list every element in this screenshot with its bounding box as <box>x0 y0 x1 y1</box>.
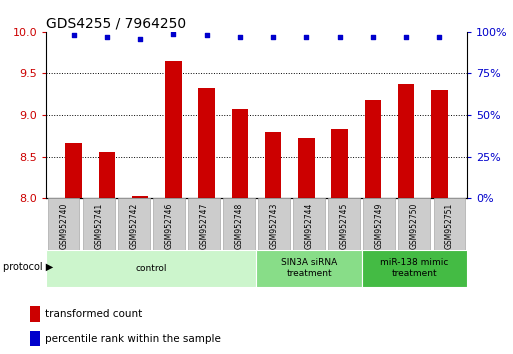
FancyBboxPatch shape <box>118 198 150 250</box>
Point <box>69 32 77 38</box>
Bar <box>398 84 415 198</box>
Bar <box>30 331 41 347</box>
Text: GSM952746: GSM952746 <box>164 202 173 249</box>
Text: GDS4255 / 7964250: GDS4255 / 7964250 <box>46 17 186 31</box>
Bar <box>231 109 248 198</box>
FancyBboxPatch shape <box>363 198 395 250</box>
Point <box>269 34 277 40</box>
FancyBboxPatch shape <box>256 250 362 287</box>
Point <box>436 34 444 40</box>
Bar <box>30 306 41 322</box>
FancyBboxPatch shape <box>48 198 80 250</box>
Text: transformed count: transformed count <box>45 309 142 319</box>
FancyBboxPatch shape <box>153 198 185 250</box>
Point <box>136 36 144 41</box>
Bar <box>132 196 148 198</box>
Bar <box>431 90 448 198</box>
Text: miR-138 mimic
treatment: miR-138 mimic treatment <box>380 258 448 278</box>
Text: protocol ▶: protocol ▶ <box>3 262 53 272</box>
FancyBboxPatch shape <box>223 198 255 250</box>
Bar <box>65 143 82 198</box>
FancyBboxPatch shape <box>399 198 430 250</box>
Text: percentile rank within the sample: percentile rank within the sample <box>45 333 221 344</box>
FancyBboxPatch shape <box>362 250 467 287</box>
Bar <box>199 87 215 198</box>
Bar <box>331 129 348 198</box>
Point <box>302 34 310 40</box>
FancyBboxPatch shape <box>328 198 360 250</box>
Point <box>103 34 111 40</box>
Point <box>203 32 211 38</box>
Text: GSM952750: GSM952750 <box>410 202 419 249</box>
FancyBboxPatch shape <box>293 198 325 250</box>
Point <box>402 34 410 40</box>
FancyBboxPatch shape <box>83 198 114 250</box>
Text: GSM952741: GSM952741 <box>94 202 103 249</box>
Text: control: control <box>135 264 167 273</box>
Point <box>336 34 344 40</box>
Bar <box>165 61 182 198</box>
Text: GSM952747: GSM952747 <box>200 202 208 249</box>
FancyBboxPatch shape <box>46 250 256 287</box>
FancyBboxPatch shape <box>188 198 220 250</box>
Point <box>169 31 177 36</box>
Bar <box>265 132 282 198</box>
Text: GSM952742: GSM952742 <box>129 202 139 249</box>
Point <box>369 34 377 40</box>
Text: GSM952740: GSM952740 <box>59 202 68 249</box>
Text: GSM952744: GSM952744 <box>305 202 313 249</box>
FancyBboxPatch shape <box>433 198 465 250</box>
Text: SIN3A siRNA
treatment: SIN3A siRNA treatment <box>281 258 337 278</box>
Point <box>236 34 244 40</box>
Text: GSM952745: GSM952745 <box>340 202 349 249</box>
Bar <box>98 153 115 198</box>
Text: GSM952749: GSM952749 <box>374 202 384 249</box>
Text: GSM952751: GSM952751 <box>445 202 454 249</box>
FancyBboxPatch shape <box>258 198 290 250</box>
Bar <box>298 137 314 198</box>
Text: GSM952743: GSM952743 <box>269 202 279 249</box>
Text: GSM952748: GSM952748 <box>234 202 244 249</box>
Bar <box>365 100 381 198</box>
